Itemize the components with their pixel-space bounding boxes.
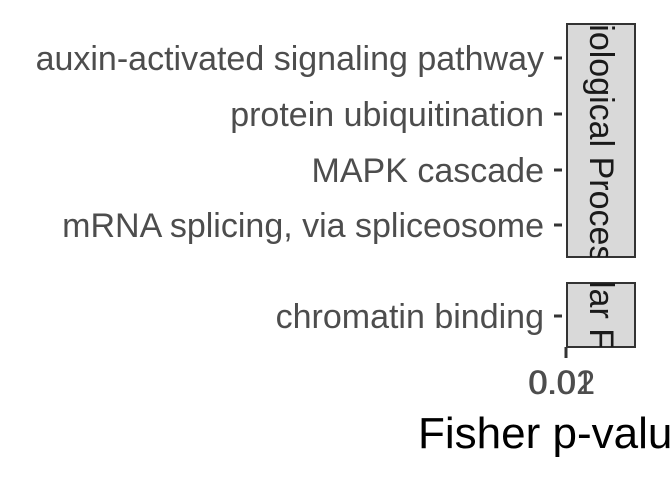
y-tick-label: auxin-activated signaling pathway bbox=[36, 40, 544, 78]
y-tick-label: chromatin binding bbox=[276, 298, 544, 336]
x-tick-label: 0.01 bbox=[528, 364, 594, 402]
x-axis: 0.010.02 bbox=[528, 347, 595, 402]
y-tick-label: mRNA splicing, via spliceosome bbox=[62, 207, 544, 245]
facet-panels: auxin-activated signaling pathway protein… bbox=[36, 40, 562, 336]
y-tick-label: MAPK cascade bbox=[312, 152, 544, 190]
x-tick-label: 0.02 bbox=[529, 364, 595, 402]
facet-strip bbox=[566, 282, 636, 348]
x-axis-title: Fisher p-value bbox=[418, 409, 672, 458]
facet-strip-label: Molecular Function bbox=[582, 171, 620, 458]
facet-strip-label: Biological Process bbox=[582, 2, 620, 280]
y-tick-label: protein ubiquitination bbox=[230, 96, 544, 134]
facet-strip bbox=[566, 23, 636, 258]
